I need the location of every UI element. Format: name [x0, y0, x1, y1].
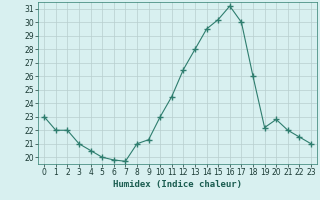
X-axis label: Humidex (Indice chaleur): Humidex (Indice chaleur) [113, 180, 242, 189]
